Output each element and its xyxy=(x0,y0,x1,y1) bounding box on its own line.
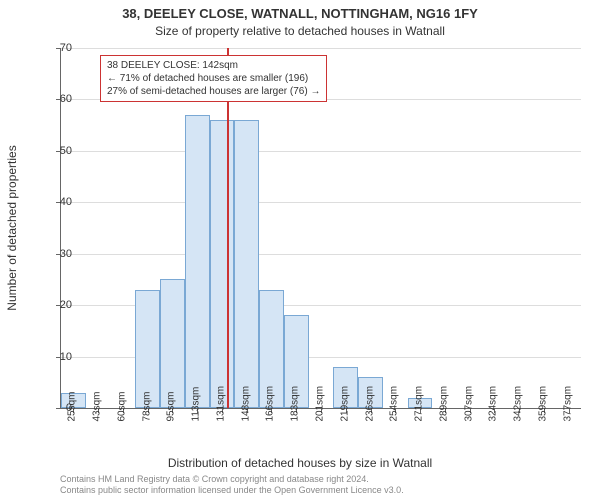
y-axis-label: Number of detached properties xyxy=(5,145,19,310)
y-tick-label: 50 xyxy=(32,145,72,157)
footer-line-1: Contains HM Land Registry data © Crown c… xyxy=(60,474,404,485)
gridline xyxy=(61,254,581,255)
reference-line xyxy=(227,48,229,408)
plot-area xyxy=(60,48,581,409)
y-tick-label: 70 xyxy=(32,42,72,54)
y-tick-label: 30 xyxy=(32,248,72,260)
footer-line-2: Contains public sector information licen… xyxy=(60,485,404,496)
histogram-bar xyxy=(135,290,160,408)
y-tick-label: 60 xyxy=(32,93,72,105)
y-tick-label: 10 xyxy=(32,351,72,363)
chart-title-sub: Size of property relative to detached ho… xyxy=(0,24,600,38)
annotation-line-3: 27% of semi-detached houses are larger (… xyxy=(107,85,320,98)
annotation-line-1: 38 DEELEY CLOSE: 142sqm xyxy=(107,59,320,72)
gridline xyxy=(61,151,581,152)
histogram-bar xyxy=(185,115,210,408)
histogram-bar xyxy=(160,279,185,408)
annotation-line-2: ← 71% of detached houses are smaller (19… xyxy=(107,72,320,85)
gridline xyxy=(61,48,581,49)
gridline xyxy=(61,202,581,203)
histogram-bar xyxy=(210,120,235,408)
y-tick-label: 40 xyxy=(32,196,72,208)
chart-container: 38, DEELEY CLOSE, WATNALL, NOTTINGHAM, N… xyxy=(0,0,600,500)
x-axis-label: Distribution of detached houses by size … xyxy=(0,456,600,470)
histogram-bar xyxy=(234,120,259,408)
annotation-box: 38 DEELEY CLOSE: 142sqm ← 71% of detache… xyxy=(100,55,327,102)
chart-title-main: 38, DEELEY CLOSE, WATNALL, NOTTINGHAM, N… xyxy=(0,6,600,21)
y-tick-label: 20 xyxy=(32,299,72,311)
footer-attribution: Contains HM Land Registry data © Crown c… xyxy=(60,474,404,496)
